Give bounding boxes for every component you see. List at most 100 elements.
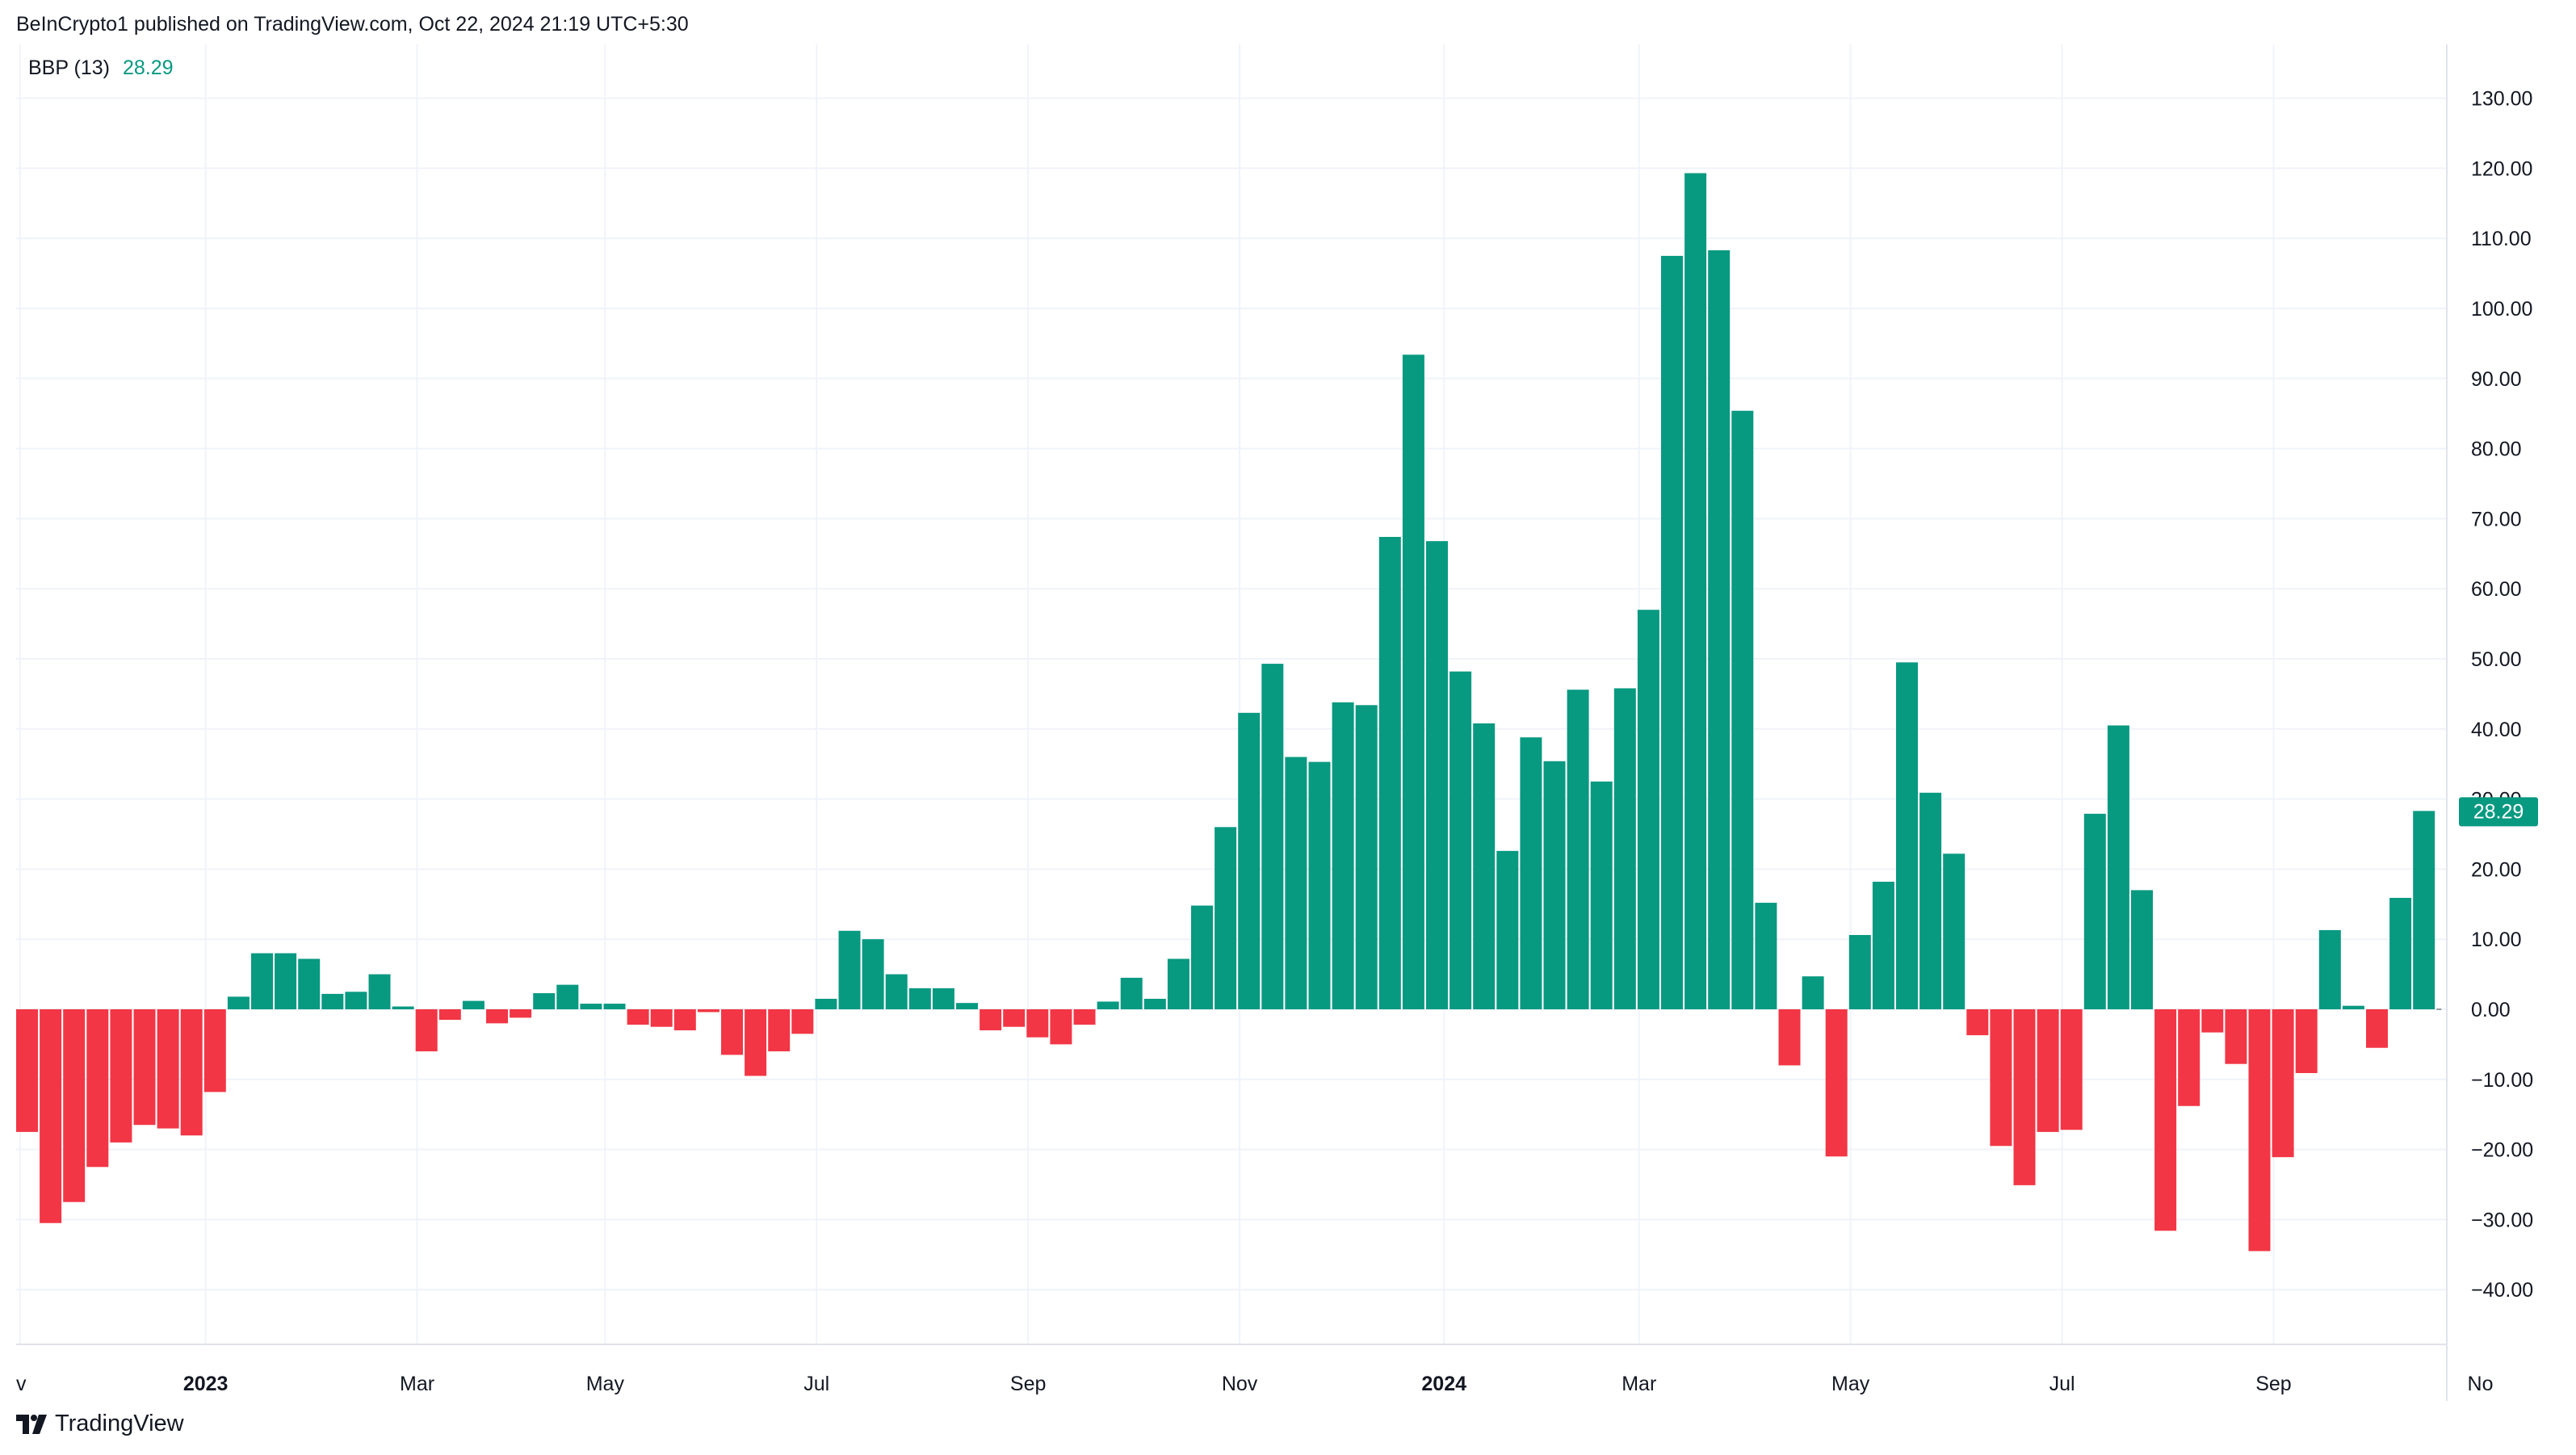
x-tick-label: Mar — [1622, 1373, 1656, 1395]
histogram-bar — [486, 1009, 508, 1024]
histogram-bar — [1613, 688, 1636, 1009]
histogram-bar — [1355, 705, 1378, 1009]
y-tick-label: −30.00 — [2471, 1209, 2533, 1231]
histogram-bar — [838, 930, 861, 1009]
y-tick-label: 10.00 — [2471, 929, 2522, 951]
histogram-bar — [16, 1009, 38, 1132]
y-tick-label: 50.00 — [2471, 648, 2522, 671]
histogram-bar — [1261, 664, 1284, 1009]
histogram-bar — [1050, 1009, 1072, 1045]
histogram-bar — [815, 998, 837, 1009]
histogram-bar — [1332, 702, 1354, 1009]
histogram-bar — [1990, 1009, 2012, 1147]
histogram-bar — [1943, 853, 1966, 1009]
histogram-bar — [2178, 1009, 2201, 1106]
x-tick-label: Nov — [1222, 1373, 1258, 1395]
y-tick-label: −40.00 — [2471, 1279, 2533, 1302]
histogram-bar — [908, 987, 931, 1009]
x-tick-label: Mar — [400, 1373, 434, 1395]
histogram-bar — [2060, 1009, 2083, 1130]
histogram-bar — [556, 984, 579, 1009]
indicator-legend[interactable]: BBP (13) 28.29 — [28, 57, 174, 80]
histogram-bar — [2154, 1009, 2177, 1231]
histogram-bar — [2201, 1009, 2224, 1033]
y-tick-label: −10.00 — [2471, 1069, 2533, 1092]
histogram-bar — [1708, 249, 1731, 1009]
y-tick-label: 0.00 — [2471, 999, 2511, 1021]
tradingview-text: TradingView — [55, 1411, 184, 1436]
histogram-bar — [2037, 1009, 2059, 1132]
histogram-bar — [180, 1009, 203, 1136]
histogram-bar — [980, 1009, 1002, 1031]
histogram-bar — [227, 996, 250, 1009]
histogram-bar — [510, 1009, 532, 1018]
histogram-bar — [1426, 541, 1448, 1009]
histogram-bar — [580, 1004, 602, 1009]
indicator-value: 28.29 — [122, 57, 174, 79]
y-tick-label: 90.00 — [2471, 368, 2522, 391]
histogram-bar — [2013, 1009, 2036, 1185]
indicator-name: BBP (13) — [28, 57, 110, 79]
last-value-label-bg — [2459, 797, 2538, 827]
histogram-bar — [1120, 977, 1143, 1009]
histogram-bar — [110, 1009, 132, 1143]
histogram-bar — [745, 1009, 767, 1076]
histogram-bar — [1073, 1009, 1096, 1025]
histogram-bar — [1238, 712, 1261, 1009]
histogram-bar — [1755, 903, 1777, 1009]
histogram-bar — [275, 953, 297, 1009]
histogram-bar — [1661, 255, 1683, 1009]
histogram-bar — [2389, 897, 2412, 1009]
histogram-bar — [2295, 1009, 2318, 1073]
histogram-bar — [438, 1009, 461, 1021]
histogram-bar — [791, 1009, 814, 1034]
histogram-bar — [2272, 1009, 2294, 1158]
histogram-bar — [2083, 813, 2106, 1009]
y-tick-label: 80.00 — [2471, 438, 2522, 461]
y-tick-label: −20.00 — [2471, 1139, 2533, 1162]
y-tick-label: 70.00 — [2471, 508, 2522, 530]
histogram-bar — [885, 974, 908, 1009]
histogram-bar — [1402, 354, 1424, 1010]
y-tick-label: 20.00 — [2471, 858, 2522, 881]
histogram-bar — [1731, 410, 1754, 1009]
x-tick-label: May — [586, 1373, 625, 1395]
y-tick-label: 110.00 — [2471, 228, 2532, 250]
publish-info: BeInCrypto1 published on TradingView.com… — [16, 13, 689, 36]
x-tick-label: Jul — [2049, 1373, 2075, 1395]
y-tick-label: 100.00 — [2471, 298, 2532, 321]
x-tick-label: 2023 — [183, 1373, 229, 1395]
x-tick-label: Jul — [803, 1373, 829, 1395]
x-tick-label: May — [1831, 1373, 1870, 1395]
histogram-bar — [63, 1009, 86, 1202]
histogram-bar — [1308, 761, 1331, 1009]
histogram-bar — [650, 1009, 673, 1027]
histogram-bar — [133, 1009, 156, 1126]
histogram-bar — [368, 974, 391, 1009]
histogram-bar — [1097, 1001, 1119, 1009]
histogram-bar — [1778, 1009, 1801, 1066]
histogram-bar — [462, 1000, 485, 1009]
y-tick-label: 130.00 — [2471, 88, 2532, 111]
histogram-bar — [1026, 1009, 1049, 1038]
histogram-bar — [1684, 173, 1707, 1010]
histogram-bar — [1825, 1009, 1848, 1157]
histogram-bar — [1637, 610, 1659, 1009]
x-tick-label: Sep — [2255, 1373, 2291, 1395]
histogram-bar — [1496, 850, 1519, 1009]
histogram-bar — [1919, 792, 1942, 1009]
histogram-bar — [627, 1009, 649, 1025]
histogram-bar — [203, 1009, 226, 1092]
histogram-bar — [1378, 536, 1401, 1009]
histogram-bar — [392, 1006, 414, 1009]
histogram-bar — [1543, 761, 1566, 1009]
histogram-bar — [1966, 1009, 1989, 1036]
histogram-bar — [768, 1009, 791, 1052]
tradingview-brand[interactable]: TradingView — [16, 1411, 184, 1437]
histogram-bar — [251, 953, 273, 1009]
histogram-bar — [721, 1009, 743, 1055]
histogram-bar — [1215, 827, 1237, 1009]
histogram-bar — [2342, 1005, 2364, 1009]
histogram-bar — [862, 939, 884, 1009]
